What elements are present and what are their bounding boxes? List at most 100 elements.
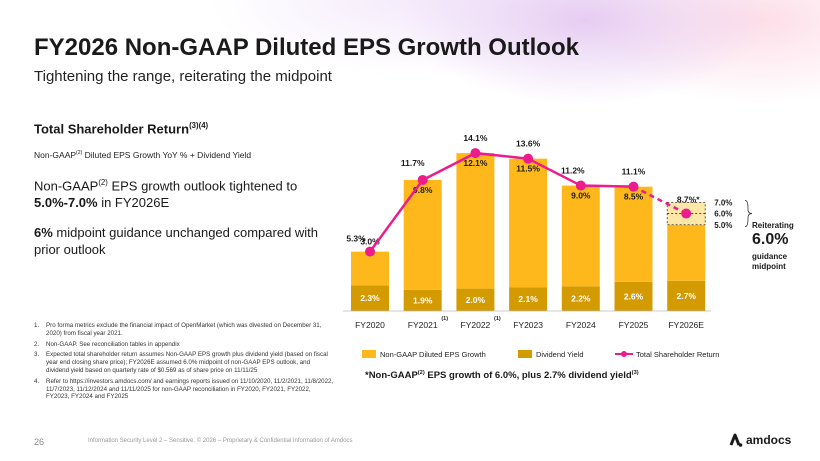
amdocs-logo-icon	[729, 433, 743, 447]
eps-value-label: 9.8%	[413, 185, 433, 195]
eps-value-label: 11.5%	[516, 164, 540, 174]
dividend-bar	[351, 285, 389, 311]
amdocs-logo-text: amdocs	[746, 433, 792, 447]
eps-bar-fy2026-low	[667, 224, 706, 281]
dividend-value-label: 2.1%	[518, 294, 538, 304]
dividend-value-label: 2.2%	[571, 294, 591, 304]
footer-note: *Non-GAAP(2) EPS growth of 6.0%, plus 2.…	[365, 370, 639, 381]
x-tick-superscript: (1)	[441, 316, 448, 322]
eps-value-label: 3.0%	[360, 237, 380, 247]
eps-bar	[351, 251, 389, 286]
tsr-point	[575, 180, 586, 191]
dividend-bar	[667, 280, 706, 311]
legend-label-eps: Non-GAAP Diluted EPS Growth	[380, 349, 486, 359]
footnote-number: 3.	[34, 351, 40, 359]
footer-note-pre: *Non-GAAP	[365, 370, 418, 382]
legend-swatch-dividend	[518, 350, 532, 358]
x-tick-label: FY2021	[408, 320, 438, 330]
eps-value-label: 8.5%	[624, 192, 644, 202]
x-tick-label: FY2026E	[668, 320, 704, 330]
legend-item-eps: Non-GAAP Diluted EPS Growth	[362, 348, 486, 360]
page-subtitle: Tightening the range, reiterating the mi…	[34, 68, 332, 85]
footnote-item: 3. Expected total shareholder return assu…	[34, 351, 334, 374]
tsr-value-label: 8.7%*	[677, 195, 700, 205]
footer-note-sup2: (3)	[631, 370, 639, 376]
tsr-definition: Non-GAAP(2) Diluted EPS Growth YoY % + D…	[34, 150, 251, 160]
guidance-mid-label: 6.0%	[714, 210, 732, 219]
legend-swatch-tsr	[615, 351, 633, 357]
tsr-point	[628, 181, 639, 192]
guidance-brace	[744, 199, 753, 228]
p2-bold: 6%	[34, 225, 53, 240]
midpoint-paragraph: 6% midpoint guidance unchanged compared …	[34, 224, 324, 258]
x-tick-label: FY2025	[619, 320, 649, 330]
eps-bar	[456, 153, 495, 289]
reiterating-line1: guidance	[752, 252, 788, 261]
tsr-def-post: Diluted EPS Growth YoY % + Dividend Yiel…	[82, 150, 252, 160]
tsr-value-label: 11.1%	[622, 167, 646, 177]
dividend-value-label: 2.6%	[624, 291, 644, 301]
footer-note-mid: EPS growth of 6.0%, plus 2.7% dividend y…	[424, 370, 632, 382]
eps-bar	[561, 185, 600, 287]
eps-value-label: 9.0%	[571, 191, 591, 201]
p1-post: in FY2026E	[97, 195, 170, 211]
tsr-def-pre: Non-GAAP	[34, 150, 77, 160]
reiterating-value: 6.0%	[752, 231, 789, 248]
x-tick-superscript: (1)	[494, 316, 501, 322]
x-tick-label: FY2024	[566, 320, 596, 330]
legend-label-tsr: Total Shareholder Return	[636, 349, 720, 359]
dividend-bar	[509, 287, 548, 311]
tsr-point	[523, 153, 534, 164]
eps-bar	[509, 158, 548, 288]
legend-label-dividend: Dividend Yield	[536, 349, 584, 359]
tsr-point	[365, 246, 375, 257]
tsr-line-projected	[632, 185, 687, 215]
dividend-bar	[456, 288, 495, 311]
footnote-number: 1.	[34, 322, 40, 329]
tsr-point	[417, 174, 428, 185]
reiterating-title: Reiterating	[752, 221, 794, 230]
reiterating-line2: midpoint	[752, 262, 786, 271]
tsr-def-sup: (2)	[76, 150, 83, 157]
tsr-value-label: 14.1%	[463, 133, 488, 143]
footnote-item: 1. Pro forma metrics exclude the financia…	[34, 322, 334, 338]
dividend-value-label: 2.7%	[677, 291, 697, 301]
tsr-value-label: 11.7%	[401, 158, 425, 168]
footnote-text: Expected total shareholder return assume…	[46, 351, 328, 374]
footnote-text: Refer to https://investors.amdocs.com/ a…	[46, 377, 334, 401]
dividend-value-label: 2.0%	[466, 295, 486, 305]
footnote-item: 2. Non-GAAP. See reconciliation tables in…	[34, 341, 334, 349]
x-tick-label: FY2023	[513, 320, 543, 330]
dividend-bar	[403, 289, 442, 311]
footnote-item: 4. Refer to https://investors.amdocs.com/…	[34, 378, 334, 401]
amdocs-logo: amdocs	[727, 431, 791, 449]
tsr-value-label: 13.6%	[516, 139, 541, 149]
footnote-text: Non-GAAP. See reconciliation tables in a…	[46, 340, 180, 348]
p2-rest: midpoint guidance unchanged compared wit…	[34, 225, 319, 257]
tsr-heading-sup: (3)(4)	[189, 121, 209, 130]
p1-pre: Non-GAAP	[34, 178, 99, 194]
p1-mid: EPS growth outlook tightened to	[107, 178, 298, 194]
dividend-value-label: 1.9%	[413, 295, 433, 305]
tsr-heading-text: Total Shareholder Return	[34, 121, 190, 137]
tsr-point	[470, 148, 481, 159]
page-number: 26	[34, 437, 45, 447]
footnote-number: 4.	[34, 377, 40, 385]
p1-sup: (2)	[98, 178, 108, 187]
guidance-high-label: 7.0%	[714, 198, 732, 207]
dividend-bar	[561, 286, 600, 311]
tsr-heading: Total Shareholder Return(3)(4)	[34, 121, 208, 136]
guidance-low-label: 5.0%	[714, 221, 732, 230]
footnote-text: Pro forma metrics exclude the financial …	[46, 322, 322, 337]
tsr-point	[681, 208, 692, 219]
dividend-value-label: 2.3%	[360, 293, 380, 303]
classification-text: Information Security Level 2 – Sensitive…	[88, 438, 353, 444]
tsr-line	[368, 151, 634, 253]
tsr-value-label: 5.3%	[346, 234, 366, 244]
footer-note-sup1: (2)	[417, 370, 425, 376]
eps-bar	[614, 186, 653, 282]
page-title: FY2026 Non-GAAP Diluted EPS Growth Outlo…	[34, 34, 579, 61]
legend-swatch-eps	[362, 350, 376, 358]
